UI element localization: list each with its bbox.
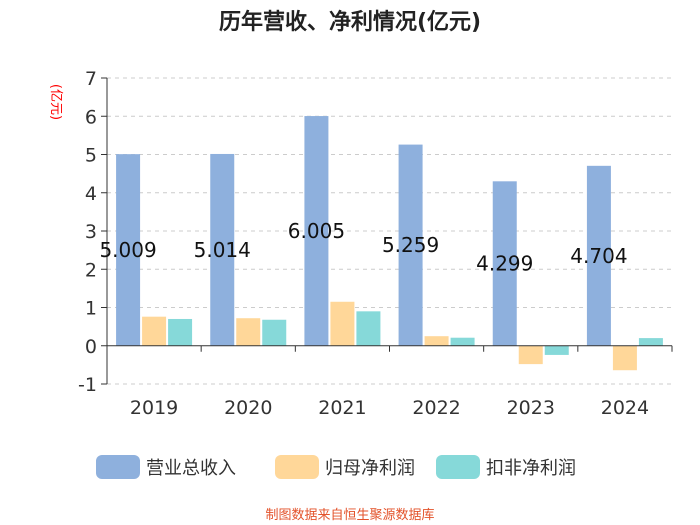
bar-2	[612, 345, 637, 371]
bar-1	[116, 154, 141, 346]
bar-value-label: 4.704	[570, 244, 627, 268]
legend-item[interactable]: 营业总收入	[96, 455, 236, 479]
bar-value-label: 5.014	[194, 238, 251, 262]
bar-1	[586, 165, 611, 346]
y-tick-label: 7	[85, 68, 97, 90]
x-tick-label: 2021	[318, 397, 366, 419]
bars	[116, 116, 663, 371]
y-axis-unit: (亿元)	[48, 84, 63, 120]
x-tick-label: 2023	[507, 397, 555, 419]
x-tick-label: 2024	[601, 397, 649, 419]
y-tick-label: 3	[85, 221, 97, 243]
y-tick-label: 5	[85, 145, 97, 167]
legend[interactable]: 营业总收入 归母净利润 扣非净利润	[96, 455, 576, 479]
x-tick-label: 2020	[224, 397, 272, 419]
x-tick-label: 2019	[130, 397, 178, 419]
gridlines	[107, 77, 672, 385]
legend-swatch	[96, 455, 140, 479]
x-axis: 2019 2020 2021 2022 2023 2024	[106, 345, 673, 419]
bar-1	[398, 144, 423, 346]
bar-value-label: 5.009	[99, 238, 156, 262]
legend-item[interactable]: 归母净利润	[275, 455, 415, 479]
data-labels: 5.009 5.014 6.005 5.259 4.299 4.704	[99, 219, 627, 276]
legend-swatch	[275, 455, 319, 479]
y-tick-label: 2	[85, 259, 97, 281]
bar-2	[330, 301, 355, 346]
source-note: 制图数据来自恒生聚源数据库	[265, 507, 434, 523]
chart-title: 历年营收、净利情况(亿元)	[219, 9, 481, 35]
legend-label: 营业总收入	[146, 458, 236, 479]
bar-2	[236, 318, 261, 346]
bar-3	[638, 338, 663, 346]
bar-1	[492, 181, 517, 346]
bar-3	[262, 319, 287, 346]
bar-3	[356, 311, 381, 346]
bar-value-label: 5.259	[382, 233, 439, 257]
bar-value-label: 4.299	[476, 252, 533, 276]
bar-2	[424, 336, 449, 346]
bar-1	[210, 153, 235, 346]
y-tick-label: -1	[78, 374, 97, 396]
y-tick-label: 0	[85, 336, 97, 358]
legend-label: 归母净利润	[325, 458, 415, 479]
y-tick-label: 1	[85, 298, 97, 320]
y-tick-label: 4	[85, 183, 97, 205]
x-tick-label: 2022	[412, 397, 460, 419]
bar-3	[450, 337, 475, 346]
legend-item[interactable]: 扣非净利润	[436, 455, 576, 479]
bar-3	[168, 318, 193, 346]
bar-3	[544, 345, 569, 355]
y-tick-label: 6	[85, 106, 97, 128]
legend-label: 扣非净利润	[486, 458, 576, 479]
legend-swatch	[436, 455, 480, 479]
bar-value-label: 6.005	[288, 219, 345, 243]
bar-1	[304, 116, 329, 346]
y-axis-ticks: 7 6 5 4 3 2 1 0 -1	[78, 68, 108, 396]
bar-2	[142, 316, 167, 346]
bar-2	[518, 345, 543, 365]
